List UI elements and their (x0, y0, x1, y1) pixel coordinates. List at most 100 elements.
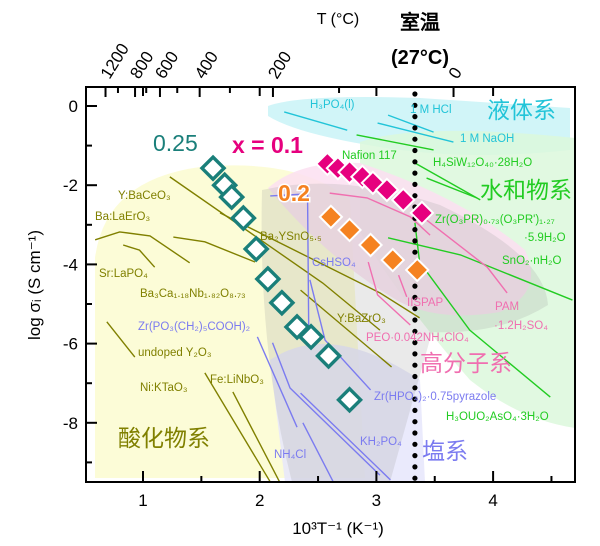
region-label-oxide: 酸化物系 (118, 426, 210, 452)
region-label-polymer: 高分子系 (420, 351, 512, 377)
ref-label-peo: PEO·0.042NH₄ClO₄ (366, 332, 469, 344)
data-point-series-2 (229, 204, 257, 232)
y-tick-label: -2 (63, 176, 78, 195)
room-temperature-dot (412, 351, 418, 357)
ref-label-sno2: SnO₂·nH₂O (502, 255, 561, 267)
top-tick-label: 1200 (97, 40, 133, 82)
region-label-liquid: 液体系 (487, 98, 556, 124)
reference-line-4 (414, 162, 481, 201)
data-point-series-2 (297, 323, 325, 351)
room-temperature-dot (412, 136, 418, 142)
room-temperature-label: 室温 (400, 10, 440, 34)
series-label-0.2: 0.2 (278, 180, 310, 206)
room-temperature-dot (412, 238, 418, 244)
reference-line-9 (94, 231, 191, 264)
region-label-salt: 塩系 (422, 439, 468, 465)
room-temperature-dot (412, 385, 418, 391)
ref-label-cshso4: CsHSO₄ (312, 257, 356, 269)
y-axis-title: log σᵢ (S cm⁻¹) (25, 230, 44, 340)
data-point-series-1 (337, 217, 363, 243)
ref-label-h3ouo2aso4: H₃OUO₂AsO₄·3H₂O (446, 411, 549, 423)
ref-label-zr-po3: Zr(PO₃(CH₂)₅COOH)₂ (138, 321, 250, 333)
reference-labels: H₃PO₄(l) 1 M HCl 1 M NaOH Nafion 117 H₄S… (95, 99, 566, 461)
region-3 (270, 344, 425, 482)
data-point-series-1 (318, 204, 344, 230)
room-temperature-dot (412, 159, 418, 165)
reference-line-24 (426, 219, 508, 294)
y-tick-label: -6 (63, 335, 78, 354)
data-point-series-1 (404, 257, 430, 283)
data-point-series-2 (218, 183, 246, 211)
top-tick-label: 200 (264, 48, 295, 82)
reference-line-22 (397, 274, 408, 298)
data-point-series-2 (268, 289, 296, 317)
room-temperature-dot (412, 362, 418, 368)
reference-line-14 (106, 321, 136, 358)
ref-label-pam: PAM (495, 301, 519, 313)
ref-label-kh2po4: KH₂PO₄ (360, 436, 402, 448)
reference-line-19 (309, 279, 372, 391)
plot-frame (85, 86, 576, 483)
room-temperature-dot (412, 328, 418, 334)
room-temperature-dot (412, 114, 418, 120)
reference-line-0 (284, 111, 348, 131)
ref-label-y2o3: undoped Y₂O₃ (138, 347, 212, 359)
y-tick-label: -4 (63, 255, 78, 274)
reference-line-16 (232, 391, 281, 482)
reference-line-15 (204, 372, 271, 482)
x-tick-label: 3 (372, 491, 381, 510)
data-point-series-2 (283, 313, 311, 341)
ref-label-zr-o3pr: Zr(O₃PR)₀.₇₃(O₃PR')₁.₂₇ (435, 214, 555, 226)
ref-label-fe-linbo3: Fe:LiNbO₃ (210, 374, 264, 386)
reference-line-6 (387, 237, 573, 301)
data-point-series-0 (390, 187, 416, 213)
ref-label-ba2ysno: Ba₂YSnO₅.₅ (260, 231, 322, 243)
data-point-series-0 (374, 177, 400, 203)
reference-line-10 (122, 244, 156, 268)
data-point-series-1 (358, 232, 384, 258)
data-point-series-1 (380, 247, 406, 273)
region-label-hydrate: 水和物系 (480, 178, 572, 204)
ref-label-y-baceo3: Y:BaCeO₃ (118, 190, 171, 202)
room-temperature-dot (412, 193, 418, 199)
room-temperature-dot (412, 283, 418, 289)
ref-label-h3po4: H₃PO₄(l) (310, 99, 355, 111)
data-point-series-2 (336, 386, 364, 414)
reference-line-20 (271, 342, 381, 476)
room-temperature-dot (412, 306, 418, 312)
top-tick-label: 400 (191, 48, 222, 82)
reference-line-2 (377, 122, 454, 143)
ref-label-h4siw: H₄SiW₁₂O₄₀·28H₂O (433, 157, 532, 169)
reference-line-11 (219, 212, 420, 319)
room-temperature-dot (412, 102, 418, 108)
ref-label-iispap: IISPAP (407, 297, 444, 309)
room-temperature-dot (412, 181, 418, 187)
data-point-series-2 (242, 235, 270, 263)
room-temperature-dot (412, 464, 418, 470)
room-temperature-dot (412, 396, 418, 402)
reference-line-20 (300, 392, 391, 481)
reference-lines-layer (94, 111, 573, 482)
x-axis-title: 10³T⁻¹ (K⁻¹) (292, 519, 384, 538)
room-temperature-dot (412, 294, 418, 300)
reference-line-12 (173, 236, 256, 263)
x-tick-label: 1 (138, 491, 147, 510)
room-temperature-dot (412, 91, 418, 97)
room-temperature-dot (412, 453, 418, 459)
room-temperature-dot (412, 125, 418, 131)
room-temperature-dot (412, 441, 418, 447)
region-labels: 液体系 水和物系 酸化物系 塩系 高分子系 (118, 98, 572, 465)
top-axis-title: T (°C) (317, 11, 360, 28)
reference-line-21 (302, 422, 334, 482)
room-temperature-dot (412, 317, 418, 323)
ref-label-sr-lapo4: Sr:LaPO₄ (99, 268, 148, 280)
reference-line-3 (356, 134, 434, 151)
ref-label-zr-o3pr-line2: ·5.9H₂O (524, 232, 566, 244)
ref-label-ba-laero3: Ba:LaErO₃ (95, 211, 150, 223)
x-tick-label: 2 (255, 491, 264, 510)
reference-line-18 (256, 336, 298, 428)
room-temperature-sublabel: (27°C) (391, 47, 449, 69)
room-temperature-dot (412, 227, 418, 233)
reference-line-23 (367, 261, 411, 326)
